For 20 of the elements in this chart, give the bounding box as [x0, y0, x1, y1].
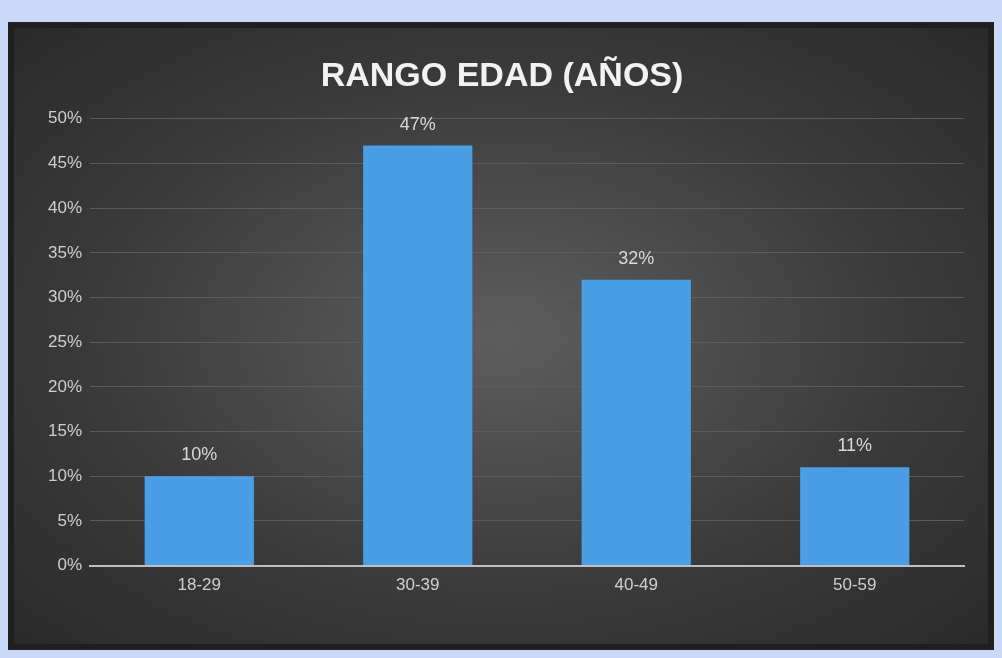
y-tick-label: 0% [57, 555, 83, 575]
y-tick-label: 20% [47, 376, 83, 396]
y-tick-label: 35% [47, 242, 83, 262]
data-label: 32% [618, 247, 655, 268]
data-label: 11% [837, 435, 873, 456]
chart-title: RANGO EDAD (AÑOS) [320, 54, 684, 93]
data-label: 47% [399, 113, 436, 134]
y-tick-label: 10% [47, 465, 83, 485]
x-tick-label: 50-59 [833, 575, 877, 595]
x-tick-label: 40-49 [614, 575, 658, 595]
y-tick-label: 25% [47, 331, 83, 351]
y-tick-label: 30% [47, 287, 83, 307]
y-tick-label: 45% [47, 153, 83, 173]
y-tick-label: 5% [57, 510, 83, 530]
y-tick-label: 40% [47, 197, 83, 217]
y-tick-label: 50% [47, 108, 83, 128]
x-tick-label: 18-29 [177, 575, 222, 595]
y-tick-label: 15% [47, 421, 83, 441]
x-tick-label: 30-39 [396, 575, 440, 595]
data-label: 10% [181, 444, 218, 465]
